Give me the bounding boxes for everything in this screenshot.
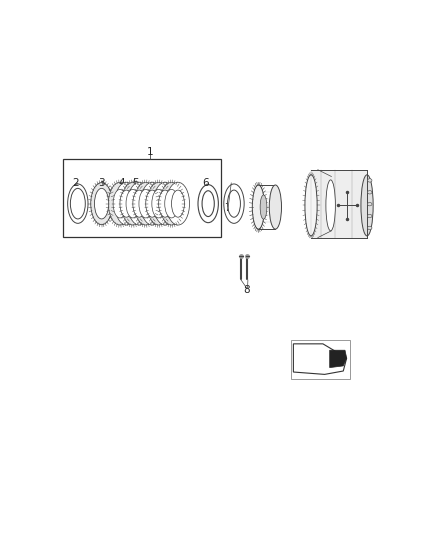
Ellipse shape: [115, 182, 138, 225]
Polygon shape: [330, 350, 346, 368]
Ellipse shape: [146, 190, 159, 217]
Ellipse shape: [128, 182, 151, 225]
Ellipse shape: [202, 191, 214, 216]
Ellipse shape: [152, 189, 166, 218]
Ellipse shape: [108, 182, 131, 225]
Ellipse shape: [133, 190, 146, 217]
Ellipse shape: [252, 185, 265, 229]
Ellipse shape: [269, 185, 282, 229]
Ellipse shape: [126, 189, 140, 218]
Ellipse shape: [134, 182, 157, 225]
Ellipse shape: [121, 182, 145, 225]
Text: 1: 1: [146, 147, 153, 157]
Ellipse shape: [367, 179, 372, 182]
Ellipse shape: [139, 189, 152, 218]
Ellipse shape: [260, 195, 267, 219]
Text: 4: 4: [119, 177, 125, 188]
Ellipse shape: [113, 189, 127, 218]
Ellipse shape: [165, 189, 178, 218]
Bar: [63, 159, 221, 237]
Ellipse shape: [67, 184, 88, 223]
Ellipse shape: [367, 214, 372, 218]
Text: 6: 6: [202, 177, 209, 188]
Ellipse shape: [91, 183, 113, 225]
Text: 5: 5: [132, 177, 139, 188]
Ellipse shape: [95, 188, 109, 219]
Bar: [311, 169, 367, 238]
Ellipse shape: [305, 175, 317, 236]
Ellipse shape: [159, 190, 172, 217]
Text: 7: 7: [225, 203, 231, 213]
Ellipse shape: [198, 184, 219, 223]
Ellipse shape: [154, 182, 177, 225]
Ellipse shape: [172, 190, 184, 217]
Ellipse shape: [326, 180, 336, 231]
Ellipse shape: [227, 190, 240, 217]
Ellipse shape: [367, 191, 372, 194]
Ellipse shape: [361, 175, 373, 236]
Ellipse shape: [367, 203, 372, 206]
Ellipse shape: [71, 188, 85, 219]
Ellipse shape: [224, 184, 244, 223]
Ellipse shape: [367, 226, 372, 230]
Ellipse shape: [147, 182, 170, 225]
Text: 2: 2: [72, 177, 78, 188]
Bar: [291, 341, 350, 379]
Ellipse shape: [166, 182, 190, 225]
Text: 3: 3: [98, 177, 105, 188]
Ellipse shape: [120, 190, 133, 217]
Ellipse shape: [141, 182, 164, 225]
Text: 8: 8: [243, 285, 250, 295]
Ellipse shape: [160, 182, 183, 225]
